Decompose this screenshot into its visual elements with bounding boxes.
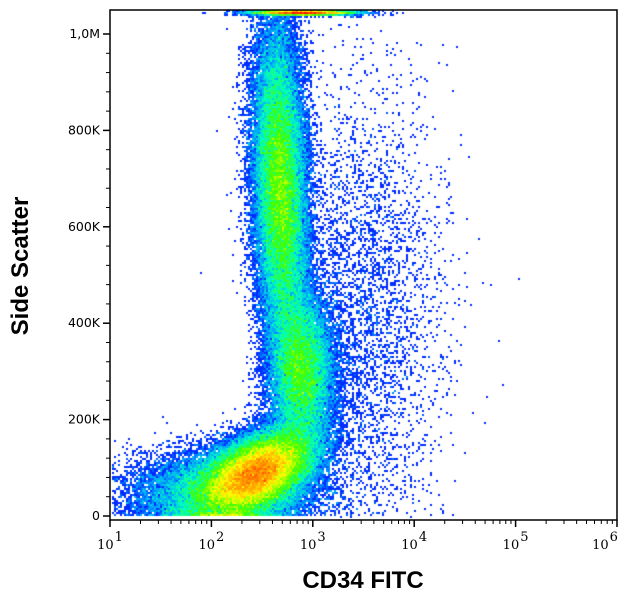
x-tick-base: 10 [198, 538, 215, 553]
y-tick-label: 800K [68, 122, 101, 137]
y-tick-label: 200K [68, 412, 101, 427]
x-tick-exponent: 6 [610, 530, 618, 545]
x-tick-label: 105 [503, 530, 529, 553]
y-tick-label: 0 [92, 508, 100, 523]
x-tick-base: 10 [97, 538, 114, 553]
x-tick-exponent: 1 [115, 530, 123, 545]
x-tick-base: 10 [592, 538, 609, 553]
x-tick-label: 103 [300, 530, 326, 553]
x-tick-base: 10 [503, 538, 520, 553]
y-axis-title: Side Scatter [7, 197, 34, 336]
x-tick-exponent: 2 [216, 530, 224, 545]
x-tick-label: 104 [401, 530, 427, 553]
x-tick-exponent: 3 [317, 530, 325, 545]
x-axis-title: CD34 FITC [302, 567, 423, 594]
plot-frame [109, 9, 618, 521]
x-tick-base: 10 [300, 538, 317, 553]
x-tick-label: 102 [198, 530, 224, 553]
x-tick-base: 10 [401, 538, 418, 553]
population-sparse-high-cd34 [321, 203, 402, 444]
x-tick-label: 101 [97, 530, 123, 553]
population-high-ssc-cluster [267, 106, 293, 270]
population-low-ssc-cluster [228, 454, 285, 491]
y-tick-label: 1,0M [69, 26, 100, 41]
population-saturated-top [278, 11, 329, 14]
x-tick-label: 106 [592, 530, 618, 553]
y-tick-label: 600K [68, 219, 101, 234]
x-tick-exponent: 4 [419, 530, 427, 545]
x-tick-exponent: 5 [520, 530, 528, 545]
population-mid-ssc-cluster [286, 333, 318, 410]
population-low-background [174, 473, 265, 512]
y-tick-label: 400K [68, 315, 101, 330]
